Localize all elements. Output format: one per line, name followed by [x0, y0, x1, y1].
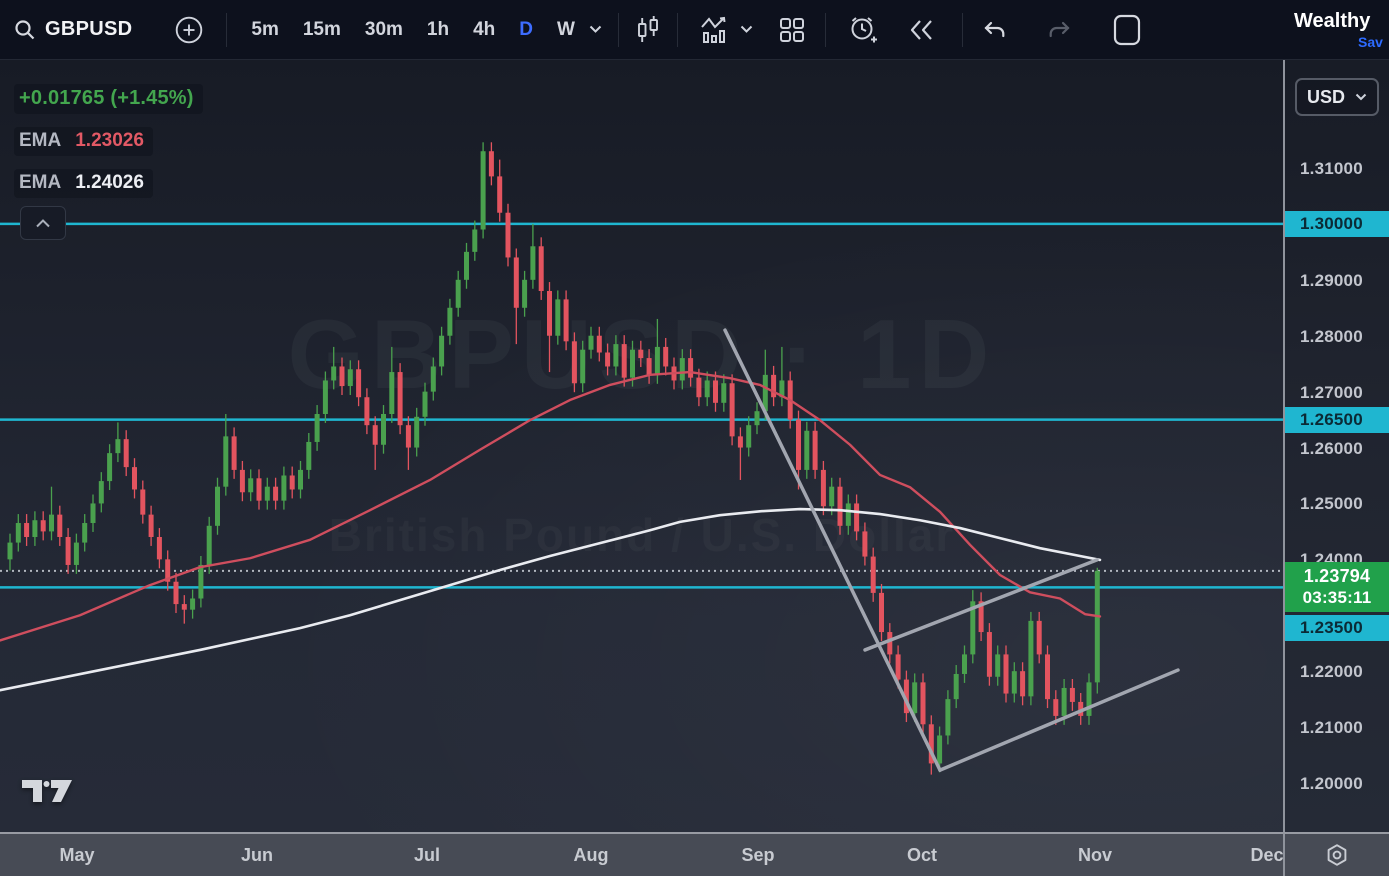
price-tick: 1.20000: [1300, 773, 1363, 793]
price-tick: 1.25000: [1300, 494, 1363, 514]
month-label-oct: Oct: [906, 845, 938, 865]
brand-name: Wealthy: [1294, 9, 1371, 32]
month-label-dec: Dec: [1250, 845, 1284, 865]
candlestick-chart[interactable]: [0, 60, 1284, 832]
interval-chevron-down-icon[interactable]: [589, 25, 602, 34]
month-label-aug: Aug: [573, 845, 609, 865]
time-axis[interactable]: May Jun Jul Aug Sep Oct Nov Dec: [0, 832, 1389, 876]
add-symbol-plus-circle-icon[interactable]: [174, 15, 204, 45]
interval-button-W[interactable]: W: [557, 18, 575, 40]
top-toolbar: GBPUSD 5m 15m 30m 1h 4h D W: [0, 0, 1389, 60]
month-label-sep: Sep: [741, 845, 775, 865]
indicators-icon[interactable]: [700, 16, 730, 44]
level-price-badge: 1.23500: [1285, 615, 1389, 642]
ema-fast-value: 1.23026: [75, 130, 144, 151]
ema-slow-label: EMA: [19, 172, 62, 193]
settings-gear-icon[interactable]: [1324, 842, 1350, 868]
candles-style-icon[interactable]: [635, 15, 661, 45]
interval-button-15m[interactable]: 15m: [302, 18, 341, 40]
brand-block: Wealthy Sav: [1292, 4, 1389, 56]
interval-button-5m[interactable]: 5m: [251, 18, 279, 40]
toolbar-separator: [617, 12, 619, 47]
price-tick: 1.28000: [1300, 326, 1363, 346]
month-label-may: May: [59, 845, 95, 865]
price-tick: 1.26000: [1300, 438, 1363, 458]
toolbar-separator: [226, 12, 228, 47]
redo-icon[interactable]: [1046, 19, 1073, 41]
layout-grid-icon[interactable]: [779, 17, 805, 43]
legend-change-row: +0.01765 (+1.45%): [14, 84, 203, 114]
toolbar-separator: [824, 12, 826, 47]
legend-collapse-button[interactable]: [20, 206, 66, 240]
price-tick: 1.31000: [1300, 159, 1363, 178]
toolbar-separator: [961, 12, 963, 47]
ema-slow-value: 1.24026: [75, 172, 144, 193]
legend-ema-slow-row: EMA 1.24026: [14, 169, 153, 198]
indicators-chevron-down-icon[interactable]: [740, 25, 753, 34]
frame-rect-icon[interactable]: [1113, 14, 1141, 46]
interval-button-D[interactable]: D: [519, 18, 534, 40]
brand-save-link[interactable]: Sav: [1358, 33, 1383, 50]
last-price-badge: 1.23794 03:35:11: [1285, 561, 1389, 612]
month-label-jul: Jul: [413, 845, 441, 865]
last-price-value: 1.23794: [1303, 565, 1371, 586]
interval-button-1h[interactable]: 1h: [426, 18, 450, 40]
currency-value: USD: [1307, 86, 1346, 107]
price-tick: 1.22000: [1300, 662, 1363, 682]
interval-button-4h[interactable]: 4h: [473, 18, 496, 40]
replay-rewind-icon[interactable]: [908, 18, 936, 42]
month-label-jun: Jun: [240, 845, 274, 865]
toolbar-separator: [676, 12, 678, 47]
price-change-text: +0.01765 (+1.45%): [19, 87, 194, 109]
axis-corner-cell: [1283, 832, 1389, 876]
chart-legend: +0.01765 (+1.45%) EMA 1.23026 EMA 1.2402…: [14, 84, 203, 211]
month-label-nov: Nov: [1077, 845, 1113, 865]
currency-chevron-down-icon: [1355, 93, 1367, 101]
search-icon[interactable]: [14, 19, 36, 41]
interval-group: 5m 15m 30m 1h 4h D W: [239, 0, 587, 60]
price-axis[interactable]: USD 1.23794 03:35:11 1.31000 1.30000 1.290…: [1283, 60, 1389, 832]
undo-icon[interactable]: [981, 19, 1008, 41]
alert-clock-plus-icon[interactable]: [848, 15, 878, 45]
interval-button-30m[interactable]: 30m: [364, 18, 403, 40]
symbol-title[interactable]: GBPUSD: [45, 18, 133, 40]
price-tick: 1.27000: [1300, 382, 1363, 402]
bar-countdown: 03:35:11: [1302, 587, 1372, 607]
chart-pane[interactable]: GBPUSD · 1D British Pound / U.S. Dollar …: [0, 60, 1284, 832]
tradingview-logo[interactable]: [20, 773, 74, 807]
currency-dropdown[interactable]: USD: [1295, 78, 1379, 116]
ema-fast-label: EMA: [19, 130, 62, 151]
price-tick: 1.21000: [1300, 718, 1363, 738]
price-tick: 1.29000: [1300, 270, 1363, 290]
legend-ema-fast-row: EMA 1.23026: [14, 127, 153, 156]
level-price-badge: 1.30000: [1285, 210, 1389, 237]
level-price-badge: 1.26500: [1285, 406, 1389, 433]
